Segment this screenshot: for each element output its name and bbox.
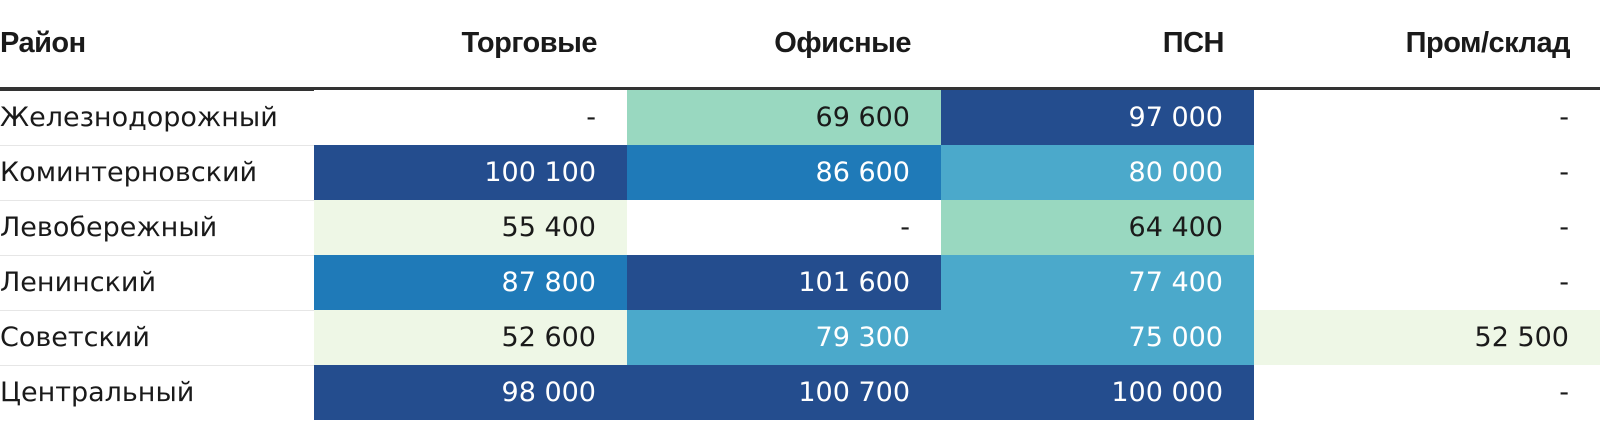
heatmap-cell: -: [627, 200, 941, 255]
row-label: Левобережный: [0, 212, 218, 243]
heatmap-cell: 52 600: [314, 310, 627, 365]
heatmap-cell: 52 500: [1254, 310, 1600, 365]
column-header: ПСН: [1162, 27, 1225, 59]
heatmap-cell: 86 600: [627, 145, 941, 200]
heatmap-cell: 77 400: [941, 255, 1254, 310]
heatmap-cell: 101 600: [627, 255, 941, 310]
heatmap-cell: 100 100: [314, 145, 627, 200]
heatmap-cell: 80 000: [941, 145, 1254, 200]
heatmap-cell: -: [1254, 200, 1600, 255]
heatmap-cell: -: [1254, 145, 1600, 200]
row-label: Ленинский: [0, 267, 157, 298]
heatmap-cell: 64 400: [941, 200, 1254, 255]
heatmap-cell: 87 800: [314, 255, 627, 310]
heatmap-cell: -: [1254, 90, 1600, 145]
row-label: Советский: [0, 322, 150, 353]
heatmap-cell: -: [314, 90, 627, 145]
heatmap-cell: 69 600: [627, 90, 941, 145]
heatmap-cell: 98 000: [314, 365, 627, 420]
heatmap-cell: 55 400: [314, 200, 627, 255]
heatmap-cell: -: [1254, 255, 1600, 310]
heatmap-cell: -: [1254, 365, 1600, 420]
header-divider: [0, 87, 1600, 91]
column-header: Пром/склад: [1405, 27, 1571, 59]
column-header: Торговые: [461, 27, 598, 59]
row-label: Железнодорожный: [0, 102, 278, 133]
heatmap-cell: 75 000: [941, 310, 1254, 365]
heatmap-cell: 100 700: [627, 365, 941, 420]
column-header: Район: [0, 27, 86, 59]
heatmap-cell: 100 000: [941, 365, 1254, 420]
row-label: Коминтерновский: [0, 157, 258, 188]
heatmap-cell: 79 300: [627, 310, 941, 365]
column-header: Офисные: [774, 27, 911, 59]
row-label: Центральный: [0, 377, 195, 408]
heatmap-cell: 97 000: [941, 90, 1254, 145]
